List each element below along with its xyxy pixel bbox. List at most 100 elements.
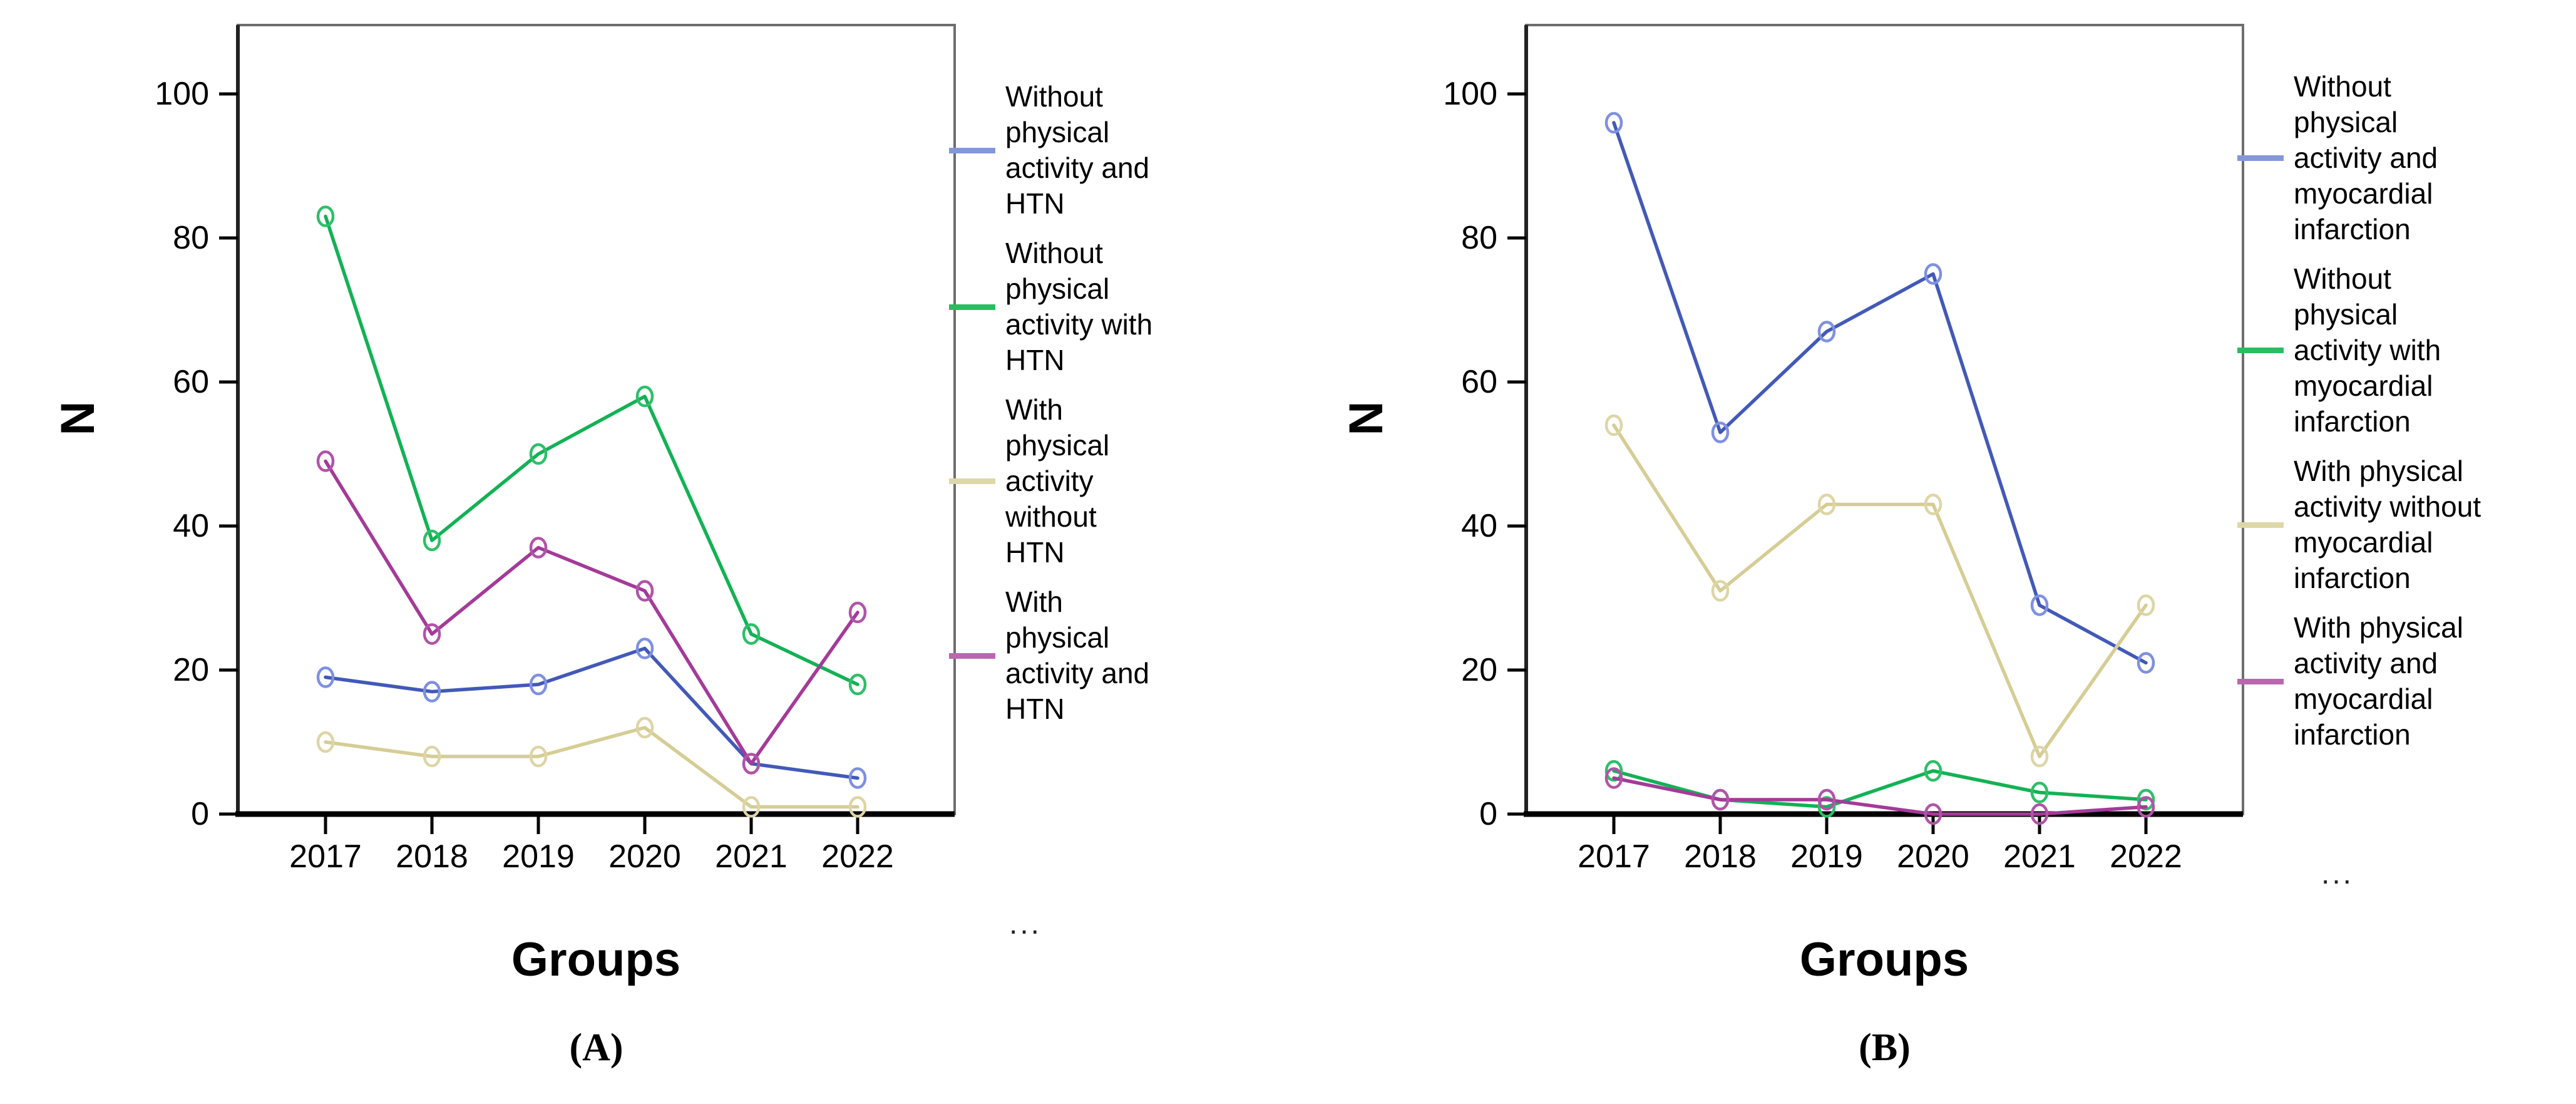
data-point-marker (316, 731, 335, 753)
data-point-marker (1711, 788, 1730, 811)
data-point-marker (1924, 493, 1942, 515)
legend-label: Without physical activity with myocardia… (2294, 262, 2441, 438)
data-point-marker (635, 716, 654, 739)
legend-label: Without physical activity and HTN (1005, 80, 1150, 220)
y-axis-title: N (1340, 401, 1393, 436)
x-tick-label: 2020 (608, 838, 681, 875)
x-tick-label: 2022 (2110, 838, 2182, 875)
legend-item: Without physical activity and myocardial… (2237, 69, 2575, 247)
data-point-marker (1817, 493, 1836, 515)
y-tick-label: 40 (1461, 508, 1497, 544)
series-line-2 (324, 726, 860, 809)
x-tick-label: 2021 (715, 838, 788, 875)
data-point-marker (848, 673, 867, 696)
data-point-marker (2030, 745, 2049, 768)
data-point-marker (423, 681, 441, 703)
y-tick-label: 60 (173, 364, 209, 400)
x-tick-label: 2017 (289, 838, 362, 875)
data-point-marker (848, 796, 867, 818)
plot-frame (1525, 24, 2244, 815)
chart-b-canvas: N Groups 0 20 40 60 80 100 2017 2018 2019 2020 202… (1340, 24, 2244, 986)
data-point-marker (1711, 580, 1730, 602)
legend-item: Without physical activity and HTN (949, 79, 1287, 222)
data-point-marker (635, 385, 654, 408)
x-tick-label: 2017 (1578, 838, 1650, 875)
x-tick-label: 2022 (821, 838, 894, 875)
x-tick-label: 2021 (2003, 838, 2076, 875)
data-point-marker (423, 745, 441, 768)
data-point-marker (742, 796, 761, 818)
data-point-marker (2030, 803, 2049, 825)
data-point-marker (635, 580, 654, 602)
data-point-marker (1817, 321, 1836, 343)
series-line-0 (324, 646, 860, 780)
series-line-3 (1612, 776, 2148, 816)
legend-item: With physical activity without HTN (949, 392, 1287, 570)
x-tick-label: 2020 (1897, 838, 1969, 875)
y-tick-label: 20 (1461, 652, 1497, 688)
x-tick-label: 2018 (1684, 838, 1757, 875)
data-point-marker (1924, 760, 1942, 782)
data-point-marker (848, 767, 867, 789)
legend-label: Without physical activity with HTN (1005, 237, 1153, 376)
legend: Without physical activity and HTN Withou… (949, 79, 1287, 741)
data-point-marker (2137, 788, 2155, 811)
data-point-marker (529, 673, 548, 696)
legend-label: With physical activity without HTN (1005, 393, 1110, 569)
legend-item: With physical activity and myocardial in… (2237, 610, 2575, 753)
x-tick-label: 2019 (502, 838, 575, 875)
y-tick-label: 100 (1443, 76, 1497, 112)
y-tick-label: 0 (191, 796, 209, 832)
caption-b: (B) (1859, 1026, 1911, 1069)
data-point-marker (316, 205, 335, 227)
data-point-marker (1604, 414, 1623, 436)
data-point-marker (2030, 782, 2049, 803)
legend-swatch (949, 478, 995, 484)
data-point-marker (423, 623, 441, 645)
data-point-marker (423, 529, 441, 552)
y-tick-label: 0 (1479, 796, 1497, 832)
x-tick-label: 2018 (396, 838, 468, 875)
legend-item: Without physical activity with HTN (949, 235, 1287, 378)
legend-swatch (949, 653, 995, 659)
data-point-marker (316, 666, 335, 688)
series-line-0 (1612, 121, 2148, 665)
y-tick-label: 20 (173, 652, 209, 688)
data-point-marker (316, 450, 335, 472)
legend-item: With physical activity and HTN (949, 584, 1287, 727)
caption-a: (A) (569, 1026, 623, 1069)
data-point-marker (635, 637, 654, 659)
y-tick-label: 60 (1461, 364, 1497, 400)
series-line-1 (324, 214, 860, 686)
x-tick-label: 2019 (1790, 838, 1863, 875)
legend-ellipsis: ... (1009, 907, 1042, 941)
x-axis-title: Groups (511, 933, 680, 986)
data-point-marker (1604, 760, 1623, 782)
legend-swatch (2237, 348, 2284, 353)
data-point-marker (2137, 652, 2155, 674)
y-tick-label: 100 (155, 76, 209, 112)
legend-label: With physical activity and myocardial in… (2294, 611, 2463, 751)
legend-swatch (949, 304, 995, 310)
legend-label: With physical activity and HTN (1005, 586, 1150, 725)
legend-item: With physical activity without myocardia… (2237, 453, 2575, 596)
legend-swatch (2237, 678, 2284, 684)
data-point-marker (1924, 263, 1942, 285)
legend-swatch (949, 147, 995, 153)
data-point-marker (848, 601, 867, 624)
panel-a: N Groups 0 20 40 60 80 100 2017 2018 2019 2020 202… (51, 24, 1287, 1069)
legend-swatch (2237, 522, 2284, 528)
legend-ellipsis: ... (2321, 857, 2354, 890)
data-point-marker (1817, 796, 1836, 818)
y-axis-title: N (51, 401, 105, 436)
series-line-1 (1612, 769, 2148, 809)
chart-a-canvas: N Groups 0 20 40 60 80 100 2017 2018 2019 2020 202… (51, 24, 956, 986)
panel-b: N Groups 0 20 40 60 80 100 2017 2018 2019 2020 202… (1288, 0, 2576, 1104)
data-point-marker (529, 745, 548, 768)
y-tick-label: 80 (1461, 220, 1497, 256)
data-point-marker (742, 753, 761, 775)
data-point-marker (2137, 594, 2155, 616)
y-tick-label: 40 (173, 508, 209, 544)
legend-label: Without physical activity and myocardial… (2294, 70, 2438, 245)
